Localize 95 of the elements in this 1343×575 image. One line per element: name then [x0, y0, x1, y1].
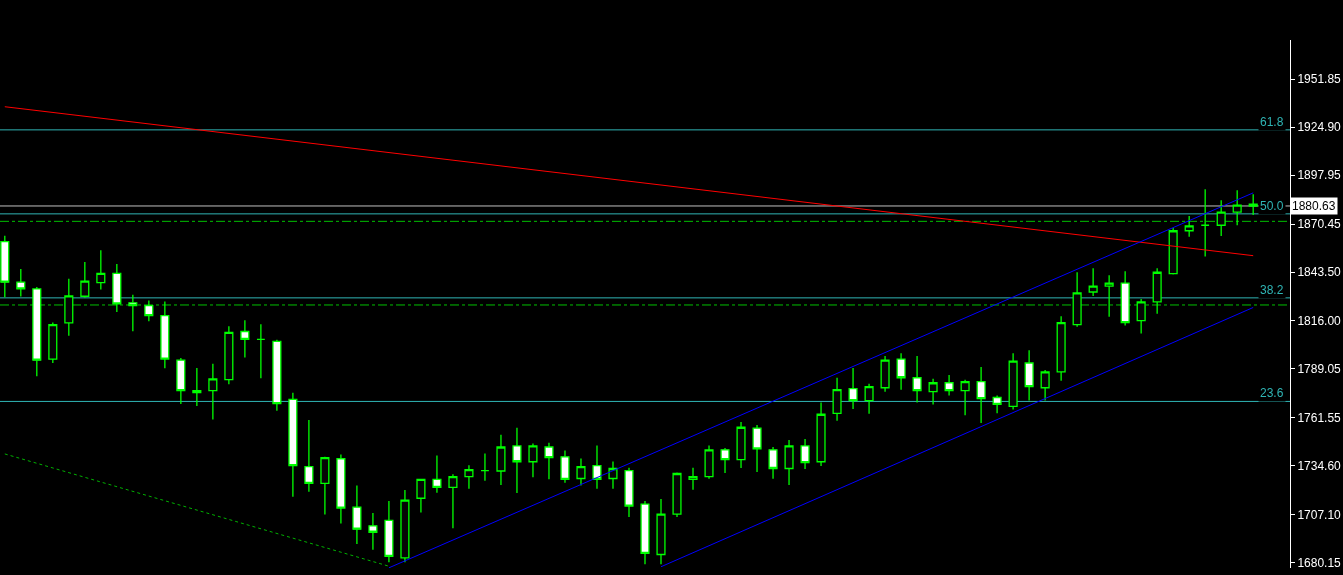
candlestick [1088, 267, 1098, 297]
y-tick-label: 1924.90 [1297, 120, 1342, 135]
candlestick [112, 263, 122, 313]
y-tick-label: 1870.45 [1297, 217, 1342, 232]
candlestick [256, 323, 266, 379]
candlestick [1104, 274, 1114, 318]
candlestick [1216, 199, 1226, 237]
annotation: 23.6 [1260, 386, 1284, 400]
candlestick [720, 447, 730, 474]
candlestick [320, 456, 330, 516]
candlestick [880, 355, 890, 393]
candlestick [912, 355, 922, 404]
candlestick [384, 500, 394, 563]
candlestick [96, 249, 106, 291]
candlestick [416, 478, 426, 514]
candlestick [960, 379, 970, 416]
candlestick [1072, 271, 1082, 328]
y-tick-label: 1789.05 [1297, 362, 1342, 377]
y-tick-label: 1897.95 [1297, 168, 1342, 183]
candlestick [64, 278, 74, 337]
candlestick [992, 394, 1002, 414]
candlestick [288, 392, 298, 498]
candlestick [1024, 349, 1034, 402]
y-tick-label: 1734.60 [1297, 459, 1342, 474]
candlestick [80, 261, 90, 299]
candlestick [304, 419, 314, 493]
y-tick-label: 1680.15 [1297, 555, 1342, 570]
candlestick [336, 453, 346, 525]
candlestick [1232, 189, 1242, 226]
candlestick [480, 452, 490, 482]
candlestick [176, 357, 186, 405]
candlestick [128, 294, 138, 332]
candlestick [1056, 315, 1066, 382]
y-tick-label: 1843.50 [1297, 265, 1342, 280]
y-tick-label: 1707.10 [1297, 507, 1342, 522]
candlestick [512, 427, 522, 494]
candlestick [1168, 227, 1178, 276]
candlestick [32, 286, 42, 377]
candlestick [144, 299, 154, 322]
candlestick [816, 401, 826, 467]
candlestick [896, 352, 906, 391]
candlestick [48, 321, 58, 364]
candlestick [192, 367, 202, 407]
y-tick-label: 1951.85 [1297, 72, 1342, 87]
candlestick [224, 325, 234, 385]
ref-line-label: 1880.63 [1292, 199, 1336, 213]
candlestick [864, 383, 874, 415]
candlestick [0, 235, 10, 298]
candlestick [784, 439, 794, 486]
candlestick [368, 512, 378, 551]
candlestick [1008, 352, 1018, 411]
candlestick [576, 457, 586, 487]
candlestick [976, 366, 986, 424]
candlestick [624, 466, 634, 518]
annotation: 61.8 [1260, 115, 1284, 129]
candlestick [544, 442, 554, 480]
candlestick [944, 374, 954, 397]
candlestick [16, 268, 26, 298]
candlestick [272, 339, 282, 412]
candlestick [400, 489, 410, 563]
candlestick [704, 444, 714, 480]
candlestick [528, 442, 538, 478]
candlestick [432, 454, 442, 494]
candlestick [464, 464, 474, 490]
candlestick [1120, 270, 1130, 327]
candlestick [752, 424, 762, 473]
candlestick [672, 471, 682, 518]
candlestick [928, 378, 938, 406]
y-tick-label: 1816.00 [1297, 314, 1342, 329]
candlestick [800, 438, 810, 470]
candlestick [560, 449, 570, 484]
candlestick [688, 466, 698, 491]
candlestick [160, 300, 170, 369]
candlestick [496, 434, 506, 486]
candlestick [1184, 215, 1194, 238]
candlestick [1040, 369, 1050, 402]
candlestick [1200, 188, 1210, 258]
annotation: 50.0 [1260, 199, 1284, 213]
candlestick [832, 377, 842, 422]
candlestick [352, 484, 362, 545]
candlestick [656, 498, 666, 565]
candlestick [640, 500, 650, 565]
candlestick [592, 444, 602, 490]
candlestick [768, 446, 778, 480]
candlestick [848, 367, 858, 410]
candlestick [208, 363, 218, 421]
candlestick [608, 460, 618, 490]
y-tick-label: 1761.55 [1297, 411, 1342, 426]
candlestick [448, 473, 458, 529]
candlestick [240, 319, 250, 359]
candlestick [1248, 193, 1258, 216]
annotation: 38.2 [1260, 283, 1284, 297]
candlestick [736, 421, 746, 469]
candlestick [1136, 298, 1146, 335]
candlestick [1152, 267, 1162, 315]
